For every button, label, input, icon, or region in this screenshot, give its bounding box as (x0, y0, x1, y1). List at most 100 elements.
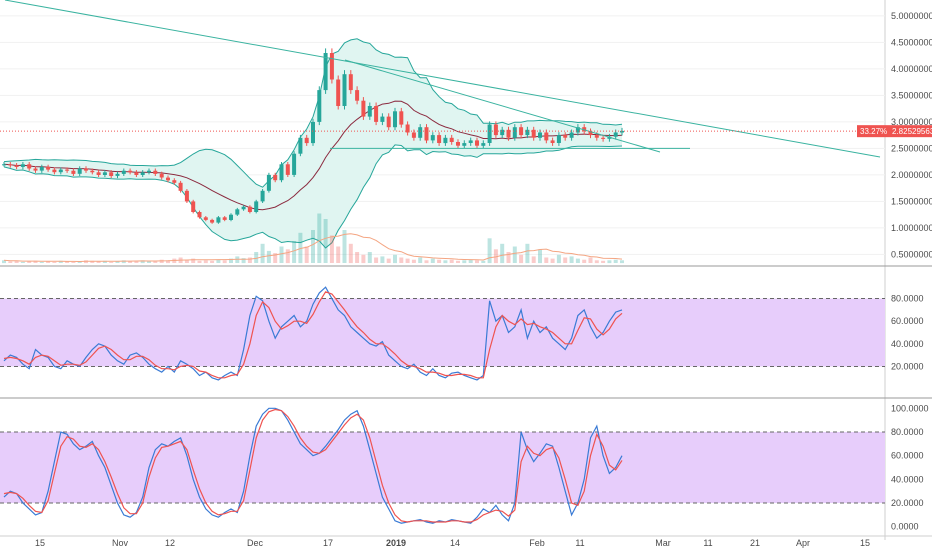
candle-body (569, 132, 574, 138)
candle-body (399, 111, 404, 125)
volume-bar (153, 260, 158, 263)
time-tick-label: 15 (860, 538, 870, 548)
candle-body (317, 90, 322, 122)
oscillator-tick-label: 80.0000 (891, 294, 924, 304)
volume-bar (512, 246, 517, 263)
volume-bar (121, 260, 126, 264)
candle-body (52, 169, 57, 173)
candle-body (374, 106, 379, 122)
price-tick-label: 3.50000000 (891, 90, 932, 100)
volume-bar (569, 256, 574, 263)
oscillator-tick-label: 20.0000 (891, 498, 924, 508)
volume-bar (380, 256, 385, 263)
candle-body (153, 170, 158, 174)
candle-body (588, 131, 593, 136)
candle-body (115, 173, 120, 176)
volume-bar (241, 258, 246, 264)
candle-body (279, 164, 284, 181)
volume-bar (399, 257, 404, 263)
volume-bar (506, 252, 511, 263)
candle-body (254, 201, 259, 212)
d-line (3, 291, 623, 379)
candle-body (380, 116, 385, 122)
candle-body (462, 143, 467, 146)
candle-body (140, 172, 145, 175)
volume-bar (65, 261, 70, 263)
oscillator-tick-label: 20.0000 (891, 361, 924, 371)
oscillator-tick-label: 60.0000 (891, 451, 924, 461)
volume-bar (519, 254, 524, 264)
candle-body (525, 129, 530, 136)
volume-bar (27, 261, 32, 263)
price-tick-label: 2.00000000 (891, 170, 932, 180)
price-tag (857, 125, 932, 138)
time-tick-label: 15 (35, 538, 45, 548)
volume-bar (544, 257, 549, 263)
volume-bar (456, 260, 460, 263)
volume-bar (96, 261, 101, 263)
volume-bar (424, 260, 429, 264)
candle-body (386, 116, 391, 128)
volume-bar (588, 257, 593, 263)
time-tick-label: Nov (112, 538, 129, 548)
volume-bar (575, 258, 580, 263)
volume-bar (8, 261, 13, 263)
price-tick-label: 0.50000000 (891, 249, 932, 259)
volume-bar (620, 260, 624, 264)
candle-body (2, 164, 6, 166)
volume-bar (285, 249, 290, 264)
volume-bar (247, 257, 252, 263)
volume-bar (594, 260, 599, 264)
volume-bar (556, 254, 561, 264)
volume-bar (323, 219, 328, 263)
candle-body (172, 180, 177, 183)
candle-body (544, 132, 549, 141)
candle-body (109, 172, 114, 176)
volume-bar (386, 258, 391, 263)
candle-body (430, 135, 435, 141)
volume-bar (2, 260, 6, 264)
volume-bar (203, 260, 208, 264)
volume-bar (266, 250, 271, 263)
volume-bar (430, 258, 435, 263)
candle-body (519, 127, 524, 136)
volume-bar (279, 246, 284, 263)
volume-bar (273, 253, 278, 263)
candle-body (128, 170, 133, 173)
volume-bar (260, 243, 265, 264)
candle-body (46, 166, 51, 170)
volume-bar (39, 261, 44, 263)
volume-bar (500, 243, 505, 264)
candle-body (273, 174, 278, 181)
volume-bar (229, 258, 233, 263)
price-tag-price: 2.82529563 (892, 127, 932, 136)
volume-bar (582, 259, 587, 263)
candle-body (285, 164, 290, 175)
candle-body (33, 168, 38, 171)
volume-bar (71, 261, 76, 263)
volume-bar (46, 261, 51, 263)
bollinger-basis (3, 100, 623, 211)
volume-bar (531, 256, 536, 263)
candle-body (582, 127, 587, 132)
volume-bar (449, 259, 454, 263)
candle-body (367, 106, 372, 117)
volume-bar (292, 241, 297, 263)
volume-bar (607, 260, 612, 264)
volume-bar (317, 213, 322, 263)
volume-bar (601, 260, 606, 263)
candle-body (550, 140, 555, 143)
volume-bar (437, 259, 442, 263)
price-tick-label: 4.50000000 (891, 37, 932, 47)
d-line (3, 408, 623, 523)
k-line (3, 286, 623, 381)
candle-body (311, 121, 315, 144)
candle-body (329, 53, 334, 80)
oscillator-band (0, 298, 885, 367)
candle-body (613, 132, 618, 137)
price-tick-label: 4.00000000 (891, 64, 932, 74)
volume-bar (90, 260, 95, 263)
time-tick-label: 2019 (386, 538, 406, 548)
candle-body (96, 172, 101, 175)
